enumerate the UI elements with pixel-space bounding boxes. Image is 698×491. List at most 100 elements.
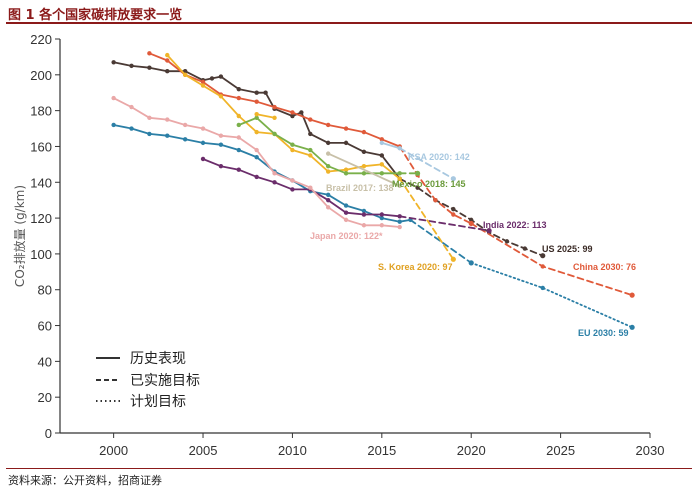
data-point <box>522 246 528 251</box>
data-point <box>361 163 367 169</box>
data-point <box>236 147 241 153</box>
data-point <box>254 174 259 180</box>
data-point <box>200 83 206 88</box>
data-point <box>290 110 295 115</box>
x-tick-label: 2015 <box>367 443 396 458</box>
x-tick-label: 2030 <box>636 443 665 458</box>
data-point <box>236 167 241 172</box>
x-tick-label: 2020 <box>457 443 486 458</box>
series-line <box>398 177 544 257</box>
emissions-line-chart: 0 20 40 60 80 100 120 140 160 180 200 220 2000 2005 20… <box>12 32 665 458</box>
y-tick-label: 140 <box>30 175 52 190</box>
data-point <box>147 51 152 56</box>
data-point <box>254 115 259 121</box>
data-point <box>308 117 313 122</box>
data-point <box>414 170 421 176</box>
series-line <box>470 262 633 329</box>
data-point <box>299 110 304 115</box>
data-point <box>308 131 313 137</box>
source-note: 资料来源：公开资料，招商证券 <box>8 474 162 487</box>
data-point <box>254 129 259 135</box>
series-line <box>398 147 455 180</box>
data-point <box>218 133 224 138</box>
data-point <box>450 256 456 262</box>
data-point <box>165 52 170 58</box>
data-point <box>629 292 635 298</box>
data-point <box>182 137 188 142</box>
y-tick-label: 220 <box>30 32 52 47</box>
data-point <box>236 86 241 92</box>
y-tick-label: 120 <box>30 211 52 226</box>
x-tick-label: 2025 <box>546 443 575 458</box>
data-point <box>379 140 385 146</box>
series-end-label: EU 2030: 59 <box>578 328 629 338</box>
data-point <box>200 126 206 131</box>
series-line <box>327 152 401 187</box>
data-point <box>165 58 170 63</box>
data-point <box>504 239 510 244</box>
data-point <box>540 264 545 269</box>
data-point <box>272 180 277 185</box>
data-point <box>343 171 349 176</box>
data-point <box>325 197 331 203</box>
data-point <box>343 203 349 208</box>
data-point <box>218 94 224 99</box>
data-point <box>209 76 215 81</box>
series-end-label: China 2030: 76 <box>573 262 636 272</box>
series-line <box>202 158 401 218</box>
data-point <box>182 72 188 78</box>
data-point <box>165 133 170 138</box>
series-end-label: S. Korea 2020: 97 <box>378 262 453 272</box>
data-point <box>111 60 116 65</box>
series-end-label: Mexico 2018: 145 <box>392 179 466 189</box>
data-point <box>236 113 241 119</box>
series-line <box>112 124 412 223</box>
data-point <box>397 183 402 189</box>
data-point <box>325 151 331 156</box>
data-point <box>450 176 456 182</box>
data-point <box>272 171 277 176</box>
x-tick-label: 2010 <box>278 443 307 458</box>
data-point <box>451 212 456 217</box>
data-point <box>254 147 259 153</box>
data-point <box>451 206 456 212</box>
series-end-label: US 2025: 99 <box>542 244 593 254</box>
data-point <box>290 178 295 183</box>
data-point <box>361 208 367 214</box>
y-tick-label: 80 <box>38 283 52 298</box>
data-point <box>629 324 635 330</box>
data-point <box>325 163 331 169</box>
series-line <box>470 222 633 296</box>
data-point <box>290 147 295 153</box>
data-point <box>361 149 367 155</box>
data-point <box>397 224 402 230</box>
series-line <box>398 215 490 232</box>
data-point <box>361 212 367 217</box>
data-point <box>397 219 402 224</box>
data-point <box>147 131 152 137</box>
data-point <box>218 142 224 147</box>
series-line <box>166 54 401 180</box>
data-point <box>379 137 385 142</box>
data-point <box>325 205 331 210</box>
series-line <box>398 177 455 261</box>
data-point <box>272 115 277 121</box>
data-point <box>540 253 546 259</box>
series-line <box>255 113 276 119</box>
data-point <box>129 63 134 69</box>
data-point <box>290 142 295 147</box>
title-rule <box>6 22 692 24</box>
data-point <box>540 285 545 291</box>
data-point <box>129 104 134 110</box>
data-point <box>343 210 349 215</box>
data-point <box>361 171 367 176</box>
y-tick-label: 100 <box>30 247 52 262</box>
data-point <box>379 171 385 176</box>
data-point <box>486 228 492 234</box>
data-point <box>325 122 331 128</box>
data-point <box>254 90 259 95</box>
data-point <box>415 185 420 190</box>
series-end-label: India 2022: 113 <box>483 220 547 230</box>
data-point <box>343 140 349 146</box>
data-point <box>379 223 385 228</box>
